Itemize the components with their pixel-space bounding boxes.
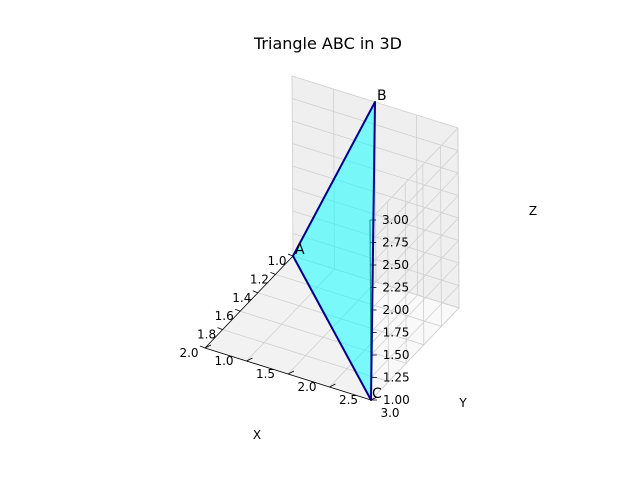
y-axis-label: Y — [458, 396, 467, 410]
z-tick-label: 2.00 — [383, 303, 410, 317]
tick-labels: 1.0 1.2 1.4 1.6 1.8 2.0 1.0 1.5 2.0 2.5 3.01.00 1.2… — [179, 213, 409, 420]
y-tick-label: 1.0 — [214, 354, 233, 368]
y-tick-mark — [329, 383, 336, 388]
x-tick-mark — [199, 345, 206, 349]
y-tick-mark — [287, 370, 295, 375]
x-tick-label: 1.4 — [232, 291, 251, 305]
x-axis-label: X — [253, 428, 261, 442]
vertex-label-c: C — [372, 386, 382, 402]
z-tick-label: 2.25 — [382, 281, 409, 295]
x-tick-mark — [235, 308, 241, 312]
y-tick-label: 1.5 — [256, 367, 275, 381]
z-tick-label: 3.00 — [382, 213, 409, 227]
y-tick-mark — [204, 344, 212, 349]
vertex-label-a: A — [295, 242, 305, 258]
y-tick-label: 2.5 — [339, 393, 358, 407]
x-tick-label: 2.0 — [179, 346, 198, 360]
x-tick-label: 1.2 — [250, 272, 269, 286]
vertex-label-b: B — [377, 88, 387, 104]
y-tick-mark — [246, 357, 253, 362]
x-tick-mark — [270, 272, 276, 275]
x-tick-label: 1.6 — [215, 309, 234, 323]
z-tick-label: 2.50 — [382, 258, 409, 272]
x-axis-line — [204, 255, 294, 349]
z-tick-label: 1.00 — [383, 393, 410, 407]
z-axis-label: Z — [529, 204, 537, 218]
z-tick-label: 2.75 — [382, 236, 409, 250]
x-tick-mark — [252, 290, 258, 294]
z-tick-label: 1.50 — [383, 348, 410, 362]
triangle-face — [293, 102, 375, 400]
z-grid-line — [291, 75, 459, 221]
z-tick-label: 1.25 — [383, 371, 410, 385]
x-tick-mark — [217, 327, 223, 330]
z-tick-label: 1.75 — [383, 326, 410, 340]
x-tick-label: 1.0 — [267, 254, 286, 268]
chart-title: Triangle ABC in 3D — [253, 34, 402, 53]
z-grid-line — [292, 120, 460, 266]
triangle-series: A B C — [292, 88, 387, 402]
y-tick-label: 2.0 — [297, 380, 316, 394]
x-tick-label: 1.8 — [197, 328, 216, 342]
y-tick-label: 3.0 — [380, 406, 399, 420]
triangle-edge — [292, 101, 376, 401]
z-grid-line — [291, 98, 459, 243]
